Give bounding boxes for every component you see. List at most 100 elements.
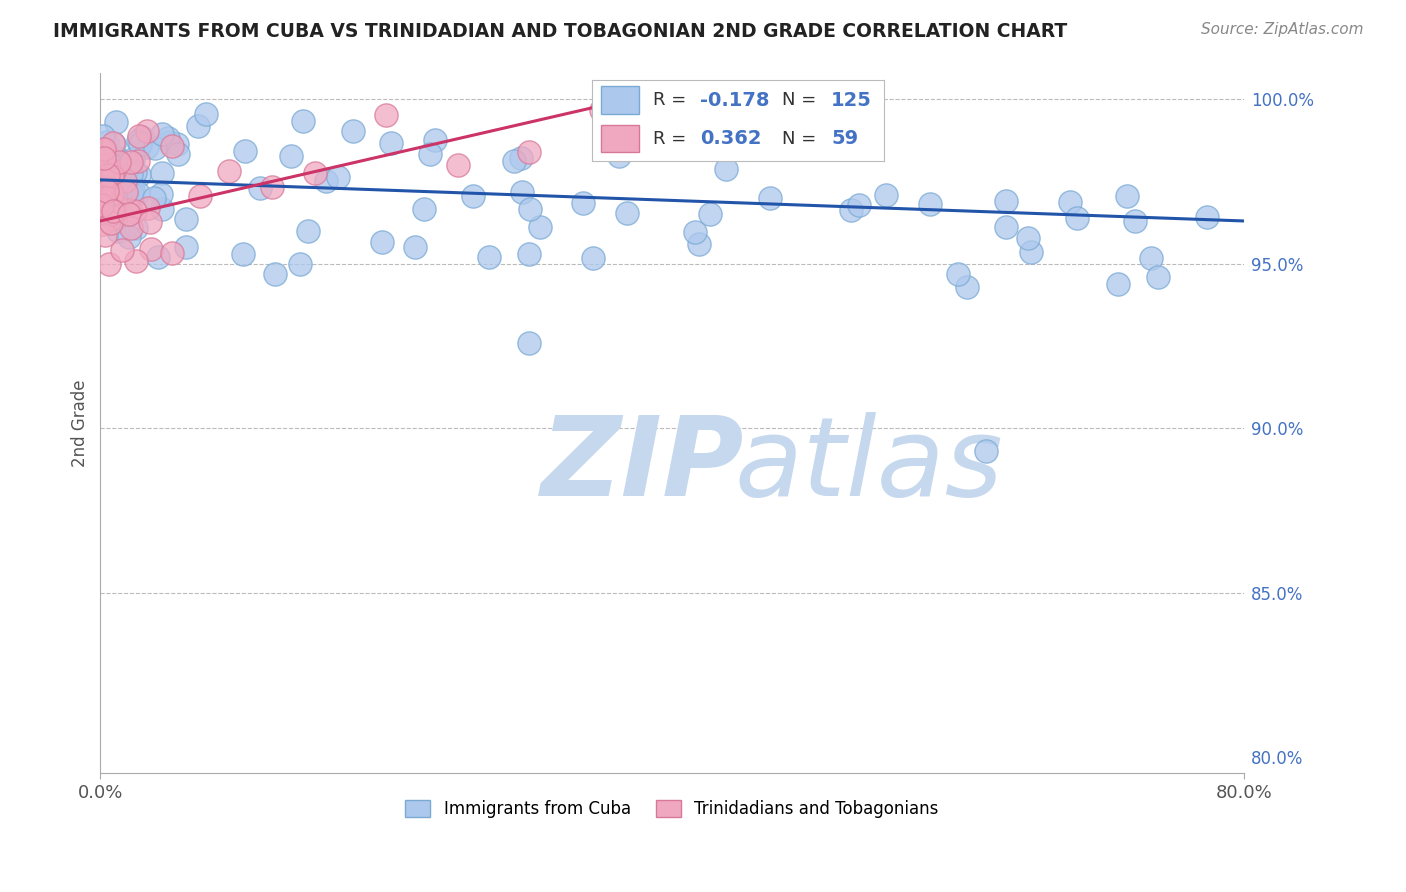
Point <box>380 136 402 151</box>
Point <box>91 171 114 186</box>
Y-axis label: 2nd Grade: 2nd Grade <box>72 379 89 467</box>
Text: Source: ZipAtlas.com: Source: ZipAtlas.com <box>1201 22 1364 37</box>
Point <box>447 158 470 172</box>
Point <box>91 217 114 231</box>
Point <box>127 134 149 148</box>
Point <box>503 153 526 168</box>
Point <box>260 180 283 194</box>
Point <box>122 152 145 166</box>
Point <box>110 161 132 176</box>
Point <box>100 187 122 202</box>
Point <box>101 179 124 194</box>
Point <box>108 155 131 169</box>
Point <box>100 163 122 178</box>
Point <box>93 155 115 169</box>
Point <box>572 196 595 211</box>
Point <box>127 153 149 168</box>
Point <box>160 138 183 153</box>
Point <box>90 185 112 199</box>
Point <box>607 149 630 163</box>
Point <box>166 136 188 151</box>
Point <box>124 254 146 268</box>
Point <box>100 177 122 191</box>
Point <box>115 161 138 176</box>
Point <box>699 207 721 221</box>
Point <box>103 164 125 178</box>
Point <box>1017 231 1039 245</box>
Point <box>93 151 115 165</box>
Point <box>342 124 364 138</box>
Point <box>96 182 118 196</box>
Point <box>150 127 173 141</box>
Point <box>174 240 197 254</box>
Point <box>124 203 146 218</box>
Point <box>804 86 827 100</box>
Point <box>160 245 183 260</box>
Point <box>96 163 118 178</box>
Point <box>136 140 159 154</box>
Point <box>104 175 127 189</box>
Point <box>90 144 112 158</box>
Point <box>122 183 145 197</box>
Point <box>90 158 112 172</box>
Point <box>98 257 121 271</box>
Point <box>110 180 132 194</box>
Point <box>94 197 117 211</box>
Point <box>114 174 136 188</box>
Point <box>107 177 129 191</box>
Point <box>370 235 392 249</box>
Point <box>111 160 134 174</box>
Point <box>143 141 166 155</box>
Point <box>108 179 131 194</box>
Point <box>91 200 114 214</box>
Point <box>93 202 115 216</box>
Point <box>478 250 501 264</box>
Point <box>117 192 139 206</box>
Point <box>413 202 436 216</box>
Point <box>107 199 129 213</box>
Point <box>136 201 159 215</box>
Point <box>404 240 426 254</box>
Point <box>529 220 551 235</box>
Point <box>91 129 114 144</box>
Point <box>101 211 124 226</box>
Point <box>1115 189 1137 203</box>
Point <box>326 169 349 184</box>
Point <box>91 143 114 157</box>
Point <box>120 220 142 235</box>
Point <box>96 135 118 149</box>
Point <box>918 197 941 211</box>
Point <box>956 280 979 294</box>
Point <box>780 113 803 128</box>
Point <box>661 97 683 112</box>
Point <box>129 136 152 151</box>
Point <box>103 164 125 178</box>
Point <box>91 192 114 206</box>
Point <box>759 191 782 205</box>
Point <box>1139 252 1161 266</box>
Point <box>101 182 124 196</box>
Point <box>120 154 142 169</box>
Point <box>233 144 256 158</box>
Point <box>839 202 862 217</box>
Point <box>688 236 710 251</box>
Point <box>128 129 150 144</box>
Point <box>218 163 240 178</box>
Point <box>120 167 142 181</box>
Point <box>93 163 115 178</box>
Point <box>280 149 302 163</box>
Point <box>304 166 326 180</box>
Point <box>91 182 114 196</box>
Point <box>105 198 128 212</box>
Point <box>97 184 120 198</box>
Point <box>589 103 612 117</box>
Point <box>264 267 287 281</box>
Point <box>156 131 179 145</box>
Point <box>150 202 173 216</box>
Point <box>315 174 337 188</box>
Point <box>103 136 125 151</box>
Point <box>423 133 446 147</box>
Point <box>91 172 114 186</box>
Point <box>995 194 1018 208</box>
Point <box>105 190 128 204</box>
